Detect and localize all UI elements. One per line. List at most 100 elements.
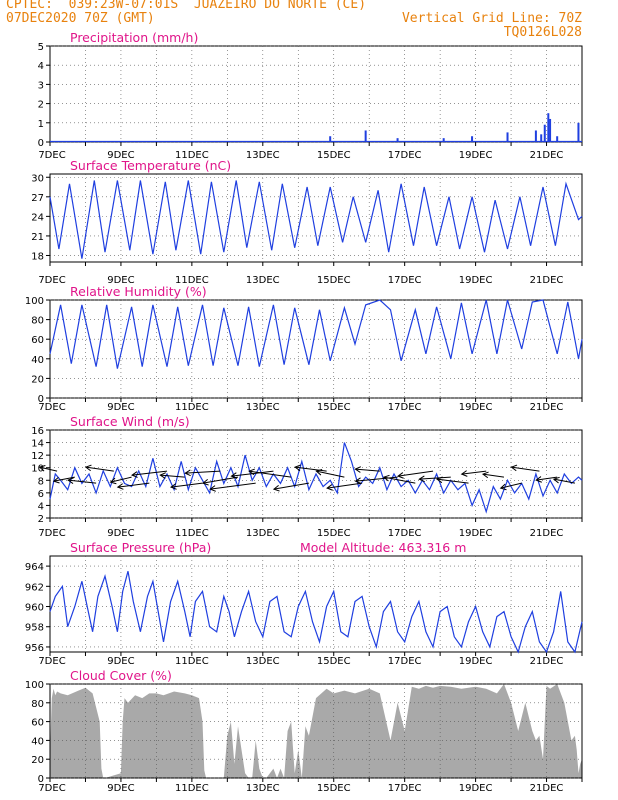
y-tick-label: 80 [31,699,44,710]
x-tick-label: 21DEC [530,402,564,413]
y-tick-label: 18 [31,251,44,262]
y-tick-label: 100 [25,296,44,307]
wind-arrow [419,476,451,480]
panel-title: Precipitation (mm/h) [70,30,198,45]
wind-arrow-head [354,477,362,484]
wind-arrow-head [84,464,92,472]
y-tick-label: 60 [31,335,44,346]
y-tick-label: 8 [38,476,44,487]
y-tick-label: 60 [31,718,44,729]
panel-3 [38,429,583,522]
panel-title: Surface Temperature (nC) [70,158,231,173]
series-line [49,180,583,259]
panel-frame [49,429,583,519]
x-tick-label: 9DEC [107,783,134,794]
y-tick-label: 964 [25,562,44,573]
cloud-cover-area [50,684,582,778]
x-tick-label: 15DEC [317,783,351,794]
x-tick-label: 7DEC [38,150,65,161]
x-tick-label: 21DEC [530,275,564,286]
wind-arrow-head [435,476,443,484]
x-tick-label: 15DEC [317,528,351,539]
x-tick-label: 11DEC [175,150,209,161]
y-tick-label: 2 [38,514,44,525]
precipitation-bar [506,132,509,142]
wind-arrow [170,482,203,488]
y-tick-label: 20 [31,755,44,766]
y-tick-label: 962 [25,582,44,593]
wind-arrow [436,478,469,484]
y-tick-label: 2 [38,100,44,111]
wind-arrow [53,476,75,482]
wind-arrow [131,470,168,476]
x-tick-label: 13DEC [246,275,280,286]
wind-arrow-head [184,469,191,477]
wind-arrow-head [169,483,177,490]
x-tick-label: 7DEC [38,528,65,539]
precipitation-bar [543,124,546,142]
wind-arrow [160,474,185,478]
wind-arrow-head [460,470,468,477]
wind-arrow [85,466,114,472]
wind-arrow-head [382,474,390,482]
y-tick-label: 27 [31,193,44,204]
wind-arrow-head [499,483,507,491]
wind-arrow [316,470,345,478]
x-tick-label: 21DEC [530,528,564,539]
y-tick-label: 4 [38,501,44,512]
panel-2 [46,299,583,402]
x-tick-label: 21DEC [530,150,564,161]
wind-arrow-head [552,476,560,484]
wind-arrow-head [52,476,60,484]
y-tick-label: 10 [31,464,44,475]
x-tick-label: 7DEC [38,783,65,794]
precipitation-bar [577,122,580,142]
precipitation-bar [534,130,537,142]
x-tick-label: 19DEC [459,402,493,413]
wind-arrow [117,482,150,488]
x-tick-label: 9DEC [107,402,134,413]
precipitation-bar [540,134,543,142]
x-tick-label: 21DEC [530,783,564,794]
panel-frame [49,299,583,399]
wind-arrow [327,482,363,489]
wind-arrow-head [109,477,117,485]
x-tick-label: 7DEC [38,402,65,413]
x-tick-label: 9DEC [107,656,134,667]
wind-arrow [185,470,221,474]
y-tick-label: 100 [25,680,44,691]
panel-frame [49,555,583,653]
wind-arrow [295,466,327,472]
precipitation-bar [442,138,445,142]
wind-arrow [273,482,309,490]
y-tick-label: 80 [31,316,44,327]
x-tick-label: 11DEC [175,783,209,794]
wind-arrow-head [397,472,404,479]
x-tick-label: 15DEC [317,402,351,413]
wind-arrow [553,478,576,484]
precipitation-bar [329,136,332,142]
wind-arrow [39,466,58,472]
panel-title: Surface Wind (m/s) [70,414,190,429]
precipitation-bar [556,136,559,142]
x-tick-label: 17DEC [388,402,422,413]
y-tick-label: 956 [25,643,44,654]
panel-title: Surface Pressure (hPa) [70,540,211,555]
y-tick-label: 958 [25,623,44,634]
wind-arrow-head [315,468,323,476]
x-tick-label: 15DEC [317,275,351,286]
panel-title: Relative Humidity (%) [70,284,207,299]
wind-arrow [461,470,487,475]
x-tick-label: 19DEC [459,150,493,161]
y-tick-label: 1 [38,119,44,130]
wind-arrow-head [510,464,518,472]
wind-arrow [500,482,522,489]
panel-frame [49,683,583,779]
y-tick-label: 24 [31,212,44,223]
y-tick-label: 0 [38,774,44,785]
wind-arrow [536,476,558,481]
wind-arrow [110,476,132,483]
x-tick-label: 19DEC [459,783,493,794]
x-tick-label: 11DEC [175,275,209,286]
wind-arrow [397,470,434,477]
